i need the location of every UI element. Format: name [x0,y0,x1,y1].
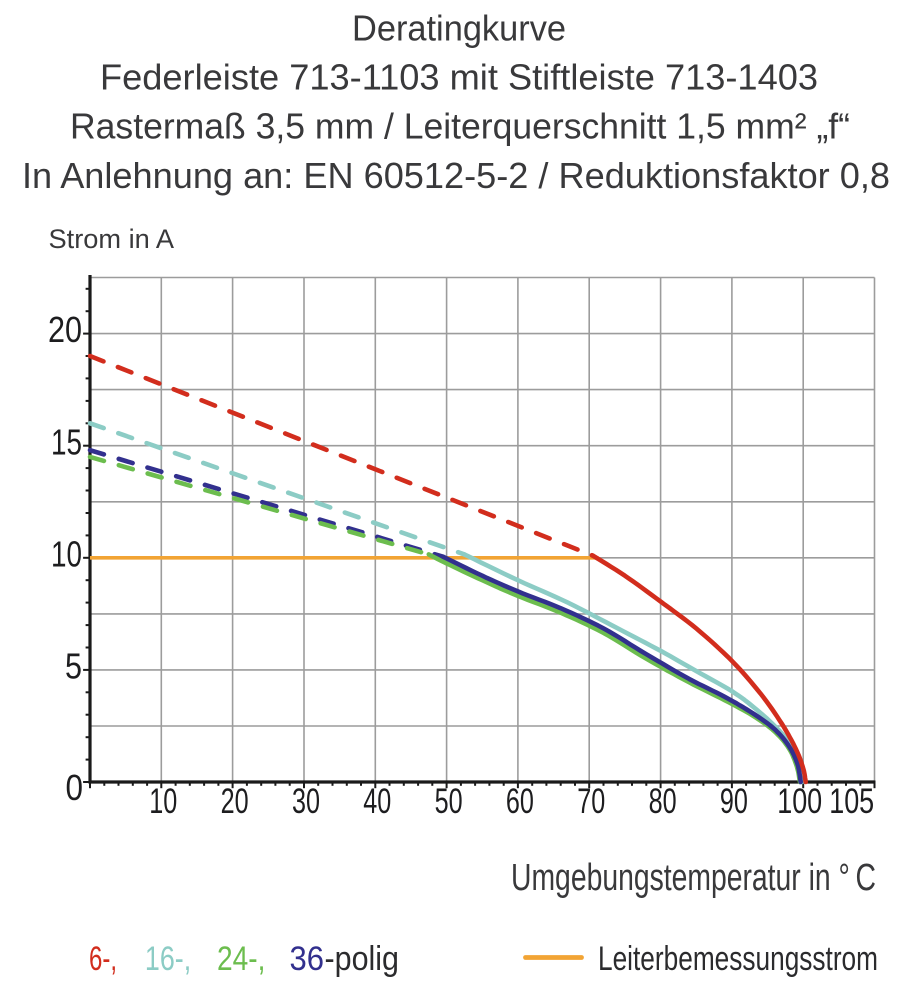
svg-text:70: 70 [577,782,605,821]
svg-text:In Anlehnung an: EN 60512-5-2: In Anlehnung an: EN 60512-5-2 / Reduktio… [22,155,890,196]
svg-text:Rastermaß 3,5 mm / Leiterquers: Rastermaß 3,5 mm / Leiterquerschnitt 1,5… [70,106,850,147]
svg-text:Umgebungstemperatur in ° C: Umgebungstemperatur in ° C [511,857,876,899]
svg-text:30: 30 [292,782,320,821]
svg-text:10: 10 [51,533,82,574]
svg-text:20: 20 [221,782,249,821]
svg-text:105: 105 [829,782,874,821]
svg-text:36: 36 [290,940,325,978]
svg-text:Federleiste 713-1103 mit Stift: Federleiste 713-1103 mit Stiftleiste 713… [100,57,818,98]
svg-text:Strom in A: Strom in A [49,224,175,254]
svg-text:100: 100 [777,782,822,821]
svg-text:0: 0 [66,767,84,808]
svg-text:5: 5 [65,646,82,687]
svg-text:20: 20 [48,309,82,350]
svg-text:Leiterbemessungsstrom: Leiterbemessungsstrom [598,940,878,978]
svg-text:90: 90 [720,782,748,821]
svg-text:Deratingkurve: Deratingkurve [352,8,566,49]
svg-text:24-,: 24-, [217,940,265,978]
svg-text:50: 50 [435,782,463,821]
svg-text:6-,: 6-, [89,940,117,978]
svg-text:15: 15 [51,421,82,462]
svg-text:10: 10 [149,782,177,821]
svg-text:-polig: -polig [325,940,400,978]
svg-text:40: 40 [363,782,391,821]
svg-text:60: 60 [506,782,534,821]
svg-text:16-,: 16-, [145,940,191,978]
svg-text:80: 80 [649,782,677,821]
